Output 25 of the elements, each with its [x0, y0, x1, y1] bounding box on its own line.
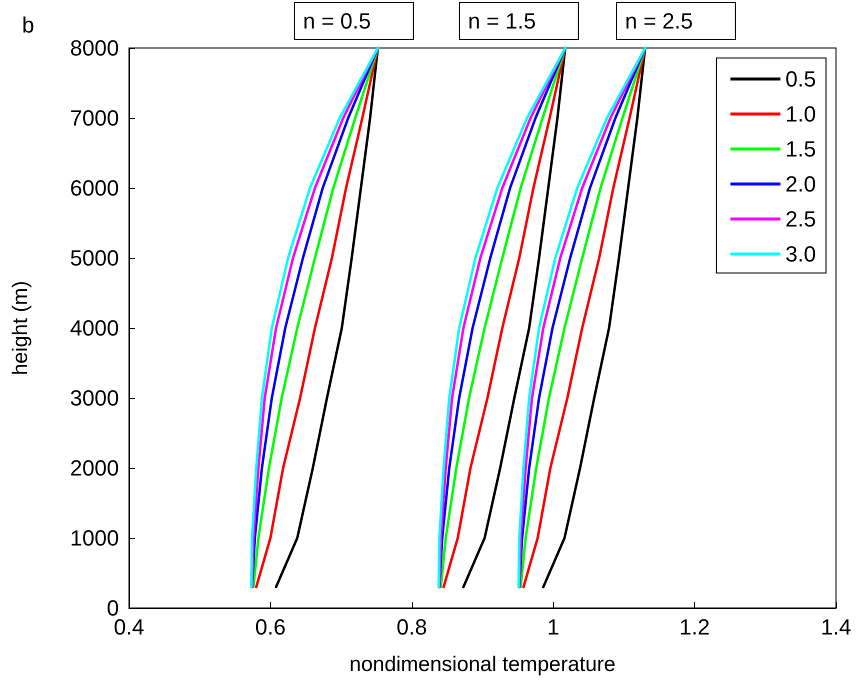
x-tick-label: 1.2 — [679, 614, 710, 640]
y-axis-title: height (m) — [9, 280, 32, 376]
text: n = 0.5 — [303, 8, 371, 34]
text: n = 1.5 — [468, 8, 536, 34]
y-tick-label: 4000 — [70, 316, 119, 340]
x-tick-label: 0.6 — [255, 614, 286, 640]
y-tick-label: 5000 — [70, 246, 119, 270]
y-tick-label: 3000 — [70, 386, 119, 410]
y-tick-label: 2000 — [70, 456, 119, 480]
text: b — [22, 12, 34, 38]
y-tick-label: 7000 — [70, 106, 119, 130]
legend-label: 3.0 — [785, 242, 816, 266]
x-tick-label: 1 — [547, 614, 560, 640]
legend-label: 2.0 — [785, 172, 816, 196]
x-tick-label: 0.8 — [396, 614, 428, 640]
y-tick-label: 8000 — [70, 36, 119, 60]
legend-label: 1.5 — [785, 136, 816, 162]
y-tick-label: 1000 — [70, 526, 119, 550]
text: n = 2.5 — [625, 8, 693, 34]
legend-label: 1.0 — [785, 102, 816, 126]
x-tick-label: 1.4 — [820, 614, 852, 640]
legend-label: 0.5 — [785, 66, 816, 92]
x-axis-title: nondimensional temperature — [349, 653, 616, 676]
legend-label: 2.5 — [785, 206, 816, 232]
y-tick-label: 6000 — [70, 176, 119, 200]
